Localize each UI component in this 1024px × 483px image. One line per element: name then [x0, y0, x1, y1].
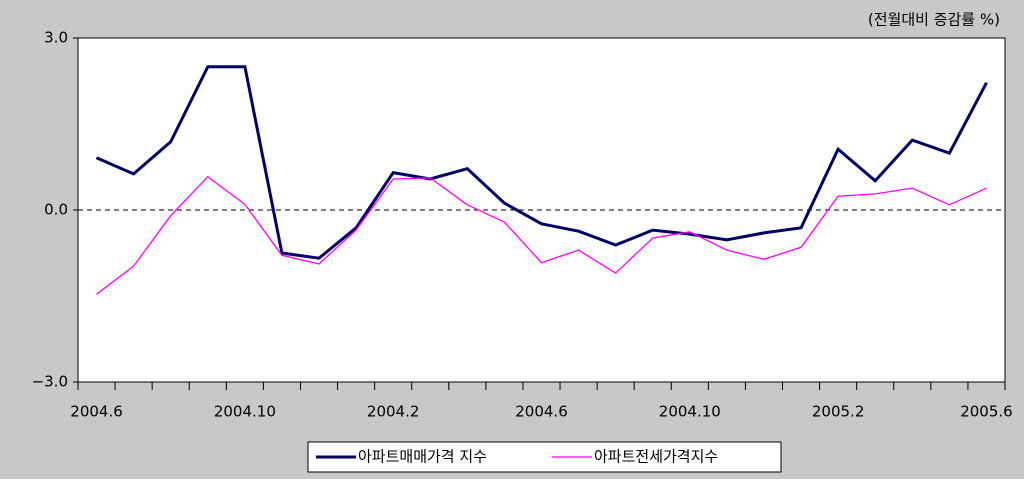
series-line	[95, 65, 988, 260]
y-tick-label: 0.0	[44, 201, 68, 219]
x-tick-label: 2004.6	[515, 403, 568, 421]
x-tick-label: 2004.2	[367, 403, 420, 421]
annotation: (전월대비 증감률 %)	[868, 11, 1000, 29]
x-tick-label: 2004.6	[70, 403, 123, 421]
legend-label: 아파트전세가격지수	[594, 448, 718, 466]
x-tick-label: 2004.10	[659, 403, 721, 421]
y-tick-label: −3.0	[32, 373, 68, 391]
x-tick-label: 2004.10	[214, 403, 276, 421]
legend-label: 아파트매매가격 지수	[358, 448, 487, 466]
series-line	[96, 175, 987, 295]
legend	[307, 441, 782, 473]
x-tick-label: 2005.2	[812, 403, 865, 421]
x-tick-label: 2005.6	[960, 403, 1013, 421]
y-tick-label: 3.0	[44, 29, 68, 47]
